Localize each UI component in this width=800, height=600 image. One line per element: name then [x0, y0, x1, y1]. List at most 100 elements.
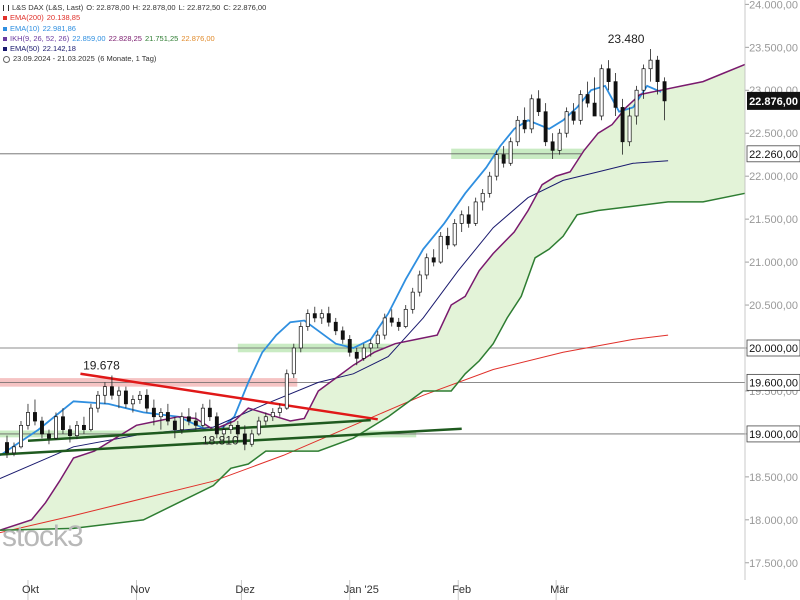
ikh-value-4: 22.876,00 [181, 33, 215, 43]
legend-low: L: 22.872,50 [178, 3, 221, 12]
candle-up [263, 416, 268, 422]
candle-down [165, 412, 170, 422]
ikh-value-3: 21.751,25 [144, 33, 179, 43]
candle-up [410, 291, 415, 310]
candle-down [389, 317, 394, 323]
y-tick-label: 24.000,00 [749, 0, 798, 11]
ema50-label: EMA(50) [10, 44, 40, 54]
x-tick-label: Dez [235, 584, 255, 596]
legend-header-row: L&S DAX (L&S, Last) O: 22.878,00 H: 22.8… [3, 3, 269, 13]
candle-down [620, 107, 625, 143]
legend-high: H: 22.878,00 [132, 3, 176, 12]
legend-symbol[interactable]: L&S DAX (L&S, Last) [12, 3, 84, 12]
candle-up [564, 111, 569, 134]
candle-down [333, 321, 338, 332]
period-label: (6 Monate, 1 Tag) [97, 54, 157, 64]
level-tag-label: 22.260,00 [749, 149, 798, 161]
ichimoku-cloud-layer [0, 64, 745, 531]
legend-ema200-row[interactable]: EMA(200) 20.138,85 [3, 13, 269, 23]
ema10-value: 22.981,86 [42, 23, 76, 33]
candle-down [33, 412, 37, 422]
ikh-value-2: 22.828,25 [108, 33, 142, 43]
candle-up [438, 235, 443, 263]
candle-down [396, 321, 401, 327]
current-price-box [747, 91, 800, 110]
candle-down [326, 313, 331, 323]
candle-down [186, 416, 191, 422]
candle-down [431, 257, 436, 263]
candle-up [508, 141, 513, 164]
candle-up [368, 343, 373, 349]
candlestick-icon [3, 5, 9, 12]
candle-up [557, 132, 562, 151]
candle-down [144, 394, 149, 409]
candle-down [585, 94, 590, 104]
legend-ikh-row[interactable]: IKH(9, 26, 52, 26) 22.859,00 22.828,25 2… [3, 34, 269, 44]
legend-ema10-row[interactable]: EMA(10) 22.981,86 [3, 24, 269, 34]
candle-down [193, 420, 198, 426]
candle-up [515, 119, 520, 143]
candle-down [606, 68, 611, 82]
ikh-label: IKH(9, 26, 52, 26) [10, 33, 70, 43]
ichimoku-cloud [0, 64, 745, 531]
current-price-label: 22.876,00 [749, 96, 798, 108]
stock3-watermark: stock3 [2, 520, 84, 553]
candle-up [284, 373, 289, 409]
candle-down [550, 141, 555, 151]
series-senkou_b [0, 192, 746, 531]
chart-legend: L&S DAX (L&S, Last) O: 22.878,00 H: 22.8… [3, 3, 269, 65]
candle-up [494, 154, 499, 177]
candle-down [613, 81, 618, 108]
legend-close: C: 22.876,00 [223, 3, 267, 12]
trendline-green [0, 427, 462, 456]
candle-up [270, 412, 275, 418]
candle-up [12, 446, 16, 454]
y-tick-label: 20.500,00 [749, 300, 798, 312]
candle-up [473, 201, 478, 224]
candle-down [445, 235, 450, 246]
level-tag-box [746, 339, 800, 357]
candle-up [641, 68, 646, 91]
ema10-label: EMA(10) [10, 23, 40, 33]
candle-down [655, 59, 660, 82]
x-tick-label: Nov [130, 584, 150, 596]
candle-down [40, 420, 44, 435]
candle-up [319, 313, 324, 319]
candle-up [102, 386, 107, 396]
annotations-layer: 19.678 18.810 23.480 [83, 32, 645, 447]
candle-up [480, 192, 485, 203]
y-tick-label: 22.000,00 [749, 171, 798, 183]
candle-down [207, 407, 212, 418]
candle-up [277, 407, 282, 413]
candle-down [347, 339, 352, 353]
ema50-swatch [3, 47, 7, 52]
candle-up [578, 94, 583, 121]
candle-up [361, 347, 366, 359]
candle-up [452, 223, 457, 246]
legend-range-row: 23.09.2024 - 21.03.2025 (6 Monate, 1 Tag… [3, 54, 269, 64]
legend-open: O: 22.878,00 [86, 3, 130, 12]
candle-up [88, 407, 93, 430]
level-tag-box [746, 425, 800, 443]
series-senkou_a [0, 63, 746, 531]
candle-up [417, 274, 422, 293]
candle-down [61, 416, 65, 430]
candle-down [522, 119, 527, 130]
clock-icon [3, 56, 10, 64]
price-annotation: 19.678 [83, 359, 120, 373]
candle-up [487, 175, 492, 194]
candle-down [47, 433, 51, 439]
legend-ema50-row[interactable]: EMA(50) 22.142,18 [3, 44, 269, 54]
candle-down [123, 390, 128, 405]
x-tick-label: Jan '25 [344, 584, 379, 596]
candle-down [242, 433, 247, 445]
x-tick-label: Okt [22, 584, 39, 596]
level-tag-box [746, 145, 800, 163]
x-axis: Okt Nov Dez Jan '25 Feb Mär [22, 580, 569, 600]
y-tick-label: 23.500,00 [749, 42, 798, 54]
candle-down [340, 330, 345, 340]
candle-up [116, 390, 121, 396]
y-axis: 24.000,0023.500,0023.000,0022.500,0022.0… [744, 0, 800, 580]
ema50-value: 22.142,18 [42, 44, 76, 54]
